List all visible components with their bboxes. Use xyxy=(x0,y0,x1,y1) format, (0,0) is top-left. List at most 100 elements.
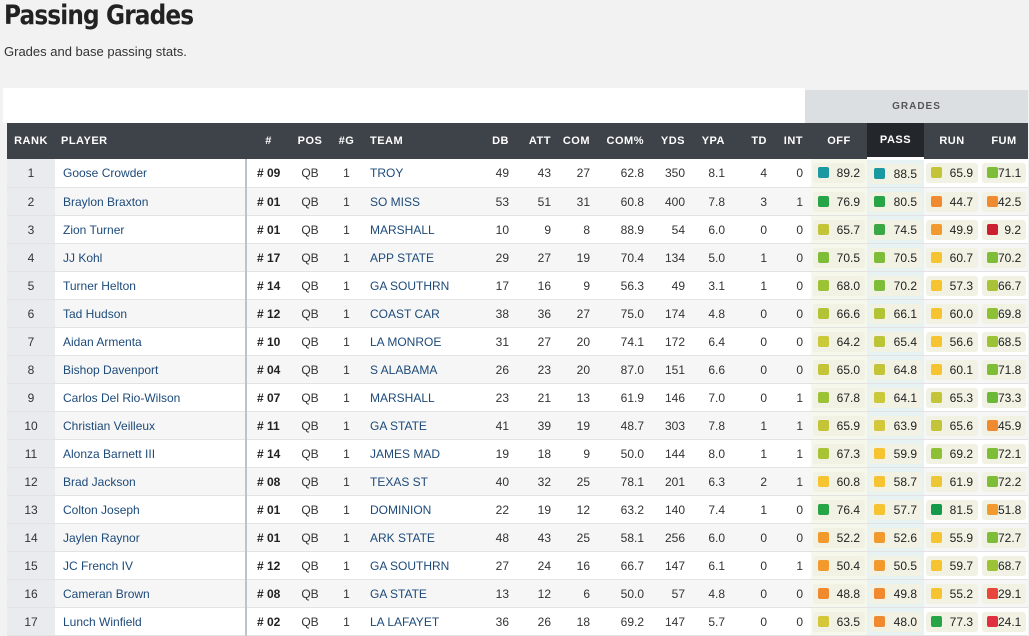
cell-team[interactable]: DOMINION xyxy=(364,495,475,524)
col-header-ypa[interactable]: YPA xyxy=(693,123,733,159)
cell-player[interactable]: Jaylen Raynor xyxy=(55,523,246,552)
cell-grade-fum: 24.1 xyxy=(980,607,1028,636)
col-header-int[interactable]: INT xyxy=(775,123,811,159)
table-row[interactable]: 14 Jaylen Raynor # 01 QB 1 ARK STATE 48 43 25 58.… xyxy=(7,523,1028,552)
table-row[interactable]: 1 Goose Crowder # 09 QB 1 TROY 49 43 27 62.8 350 8.… xyxy=(7,158,1028,188)
cell-team[interactable]: APP STATE xyxy=(364,243,475,272)
cell-team[interactable]: GA STATE xyxy=(364,579,475,608)
cell-team[interactable]: TEXAS ST xyxy=(364,467,475,496)
table-row[interactable]: 2 Braylon Braxton # 01 QB 1 SO MISS 53 51 31 60.8… xyxy=(7,187,1028,216)
cell-team[interactable]: LA MONROE xyxy=(364,327,475,356)
grade-swatch-icon xyxy=(818,392,829,403)
cell-player[interactable]: Bishop Davenport xyxy=(55,355,246,384)
cell-player[interactable]: Turner Helton xyxy=(55,271,246,300)
cell-team[interactable]: MARSHALL xyxy=(364,215,475,244)
cell-team[interactable]: ARK STATE xyxy=(364,523,475,552)
cell-position: QB xyxy=(291,607,329,636)
cell-player[interactable]: Zion Turner xyxy=(55,215,246,244)
cell-grade-pass: 63.9 xyxy=(867,411,924,440)
grade-value: 66.6 xyxy=(836,306,860,321)
col-header-team[interactable]: TEAM xyxy=(364,123,475,159)
cell-team[interactable]: COAST CAR xyxy=(364,299,475,328)
col-header-pos[interactable]: POS xyxy=(291,123,329,159)
cell-player[interactable]: Colton Joseph xyxy=(55,495,246,524)
table-row[interactable]: 13 Colton Joseph # 01 QB 1 DOMINION 22 19 12 63.2… xyxy=(7,495,1028,524)
table-row[interactable]: 3 Zion Turner # 01 QB 1 MARSHALL 10 9 8 88.9 54 6.0… xyxy=(7,215,1028,244)
cell-player[interactable]: Tad Hudson xyxy=(55,299,246,328)
table-row[interactable]: 5 Turner Helton # 14 QB 1 GA SOUTHRN 17 16 9 56.3… xyxy=(7,271,1028,300)
cell-team[interactable]: JAMES MAD xyxy=(364,439,475,468)
cell-int: 0 xyxy=(775,355,811,384)
cell-player[interactable]: Cameran Brown xyxy=(55,579,246,608)
grade-swatch-icon xyxy=(987,224,998,235)
cell-player[interactable]: Braylon Braxton xyxy=(55,187,246,216)
cell-td: 0 xyxy=(733,523,775,552)
grade-swatch-icon xyxy=(818,532,829,543)
cell-position: QB xyxy=(291,215,329,244)
table-row[interactable]: 16 Cameran Brown # 08 QB 1 GA STATE 13 12 6 50.0 5… xyxy=(7,579,1028,608)
table-row[interactable]: 12 Brad Jackson # 08 QB 1 TEXAS ST 40 32 25 78.1 2… xyxy=(7,467,1028,496)
table-row[interactable]: 6 Tad Hudson # 12 QB 1 COAST CAR 38 36 27 75.0 174… xyxy=(7,299,1028,328)
cell-team[interactable]: GA STATE xyxy=(364,411,475,440)
cell-db: 22 xyxy=(475,495,517,524)
table-row[interactable]: 10 Christian Veilleux # 11 QB 1 GA STATE 41 39 1… xyxy=(7,411,1028,440)
grade-value: 57.3 xyxy=(949,278,973,293)
col-header-off[interactable]: OFF xyxy=(811,123,867,159)
table-row[interactable]: 11 Alonza Barnett III # 14 QB 1 JAMES MAD 19 18… xyxy=(7,439,1028,468)
table-row[interactable]: 17 Lunch Winfield # 02 QB 1 LA LAFAYET 36 26 18 6… xyxy=(7,607,1028,636)
cell-team[interactable]: GA SOUTHRN xyxy=(364,551,475,580)
col-header-run[interactable]: RUN xyxy=(924,123,980,159)
table-row[interactable]: 4 JJ Kohl # 17 QB 1 APP STATE 29 27 19 70.4 134 5.0… xyxy=(7,243,1028,272)
cell-grade-pass: 64.1 xyxy=(867,383,924,412)
table-row[interactable]: 7 Aidan Armenta # 10 QB 1 LA MONROE 31 27 20 74.1… xyxy=(7,327,1028,356)
cell-ypa: 8.1 xyxy=(693,158,733,188)
col-header-games[interactable]: #G xyxy=(329,123,364,159)
cell-team[interactable]: GA SOUTHRN xyxy=(364,271,475,300)
table-row[interactable]: 15 JC French IV # 12 QB 1 GA SOUTHRN 27 24 16 66.… xyxy=(7,551,1028,580)
cell-grade-off: 65.0 xyxy=(811,355,867,384)
cell-grade-off: 52.2 xyxy=(811,523,867,552)
cell-att: 12 xyxy=(517,579,559,608)
col-header-td[interactable]: TD xyxy=(733,123,775,159)
col-header-fum[interactable]: FUM xyxy=(980,123,1028,159)
col-header-rank[interactable]: RANK xyxy=(7,123,55,159)
col-header-att[interactable]: ATT xyxy=(517,123,559,159)
cell-com: 27 xyxy=(559,158,598,188)
cell-db: 29 xyxy=(475,243,517,272)
cell-player[interactable]: JJ Kohl xyxy=(55,243,246,272)
cell-jersey-number: # 08 xyxy=(245,579,291,608)
col-header-player[interactable]: PLAYER xyxy=(55,123,246,159)
cell-position: QB xyxy=(291,551,329,580)
col-header-com[interactable]: COM xyxy=(559,123,598,159)
cell-player[interactable]: Christian Veilleux xyxy=(55,411,246,440)
cell-player[interactable]: JC French IV xyxy=(55,551,246,580)
grade-value: 70.2 xyxy=(893,278,917,293)
col-header-db[interactable]: DB xyxy=(475,123,517,159)
grade-value: 49.9 xyxy=(949,222,973,237)
table-row[interactable]: 9 Carlos Del Rio-Wilson # 07 QB 1 MARSHALL 23 2… xyxy=(7,383,1028,412)
cell-team[interactable]: LA LAFAYET xyxy=(364,607,475,636)
grade-value: 55.9 xyxy=(949,530,973,545)
table-row[interactable]: 8 Bishop Davenport # 04 QB 1 S ALABAMA 26 23 20 8… xyxy=(7,355,1028,384)
cell-player[interactable]: Goose Crowder xyxy=(55,158,246,188)
cell-jersey-number: # 02 xyxy=(245,607,291,636)
col-header-pass[interactable]: PASS xyxy=(867,123,924,160)
cell-player[interactable]: Lunch Winfield xyxy=(55,607,246,636)
grade-swatch-icon xyxy=(931,224,942,235)
cell-player[interactable]: Carlos Del Rio-Wilson xyxy=(55,383,246,412)
col-header-yds[interactable]: YDS xyxy=(652,123,693,159)
cell-player[interactable]: Brad Jackson xyxy=(55,467,246,496)
grade-value: 68.0 xyxy=(836,278,860,293)
cell-team[interactable]: TROY xyxy=(364,158,475,188)
col-header-comp-pct[interactable]: COM% xyxy=(598,123,652,159)
cell-team[interactable]: SO MISS xyxy=(364,187,475,216)
col-header-number[interactable]: # xyxy=(246,123,291,159)
cell-player[interactable]: Aidan Armenta xyxy=(55,327,246,356)
grade-swatch-icon xyxy=(874,280,885,291)
cell-team[interactable]: S ALABAMA xyxy=(364,355,475,384)
cell-yds: 147 xyxy=(652,607,693,636)
grade-box: 49.9 xyxy=(926,219,978,240)
cell-team[interactable]: MARSHALL xyxy=(364,383,475,412)
grade-value: 74.5 xyxy=(893,222,917,237)
cell-player[interactable]: Alonza Barnett III xyxy=(55,439,246,468)
